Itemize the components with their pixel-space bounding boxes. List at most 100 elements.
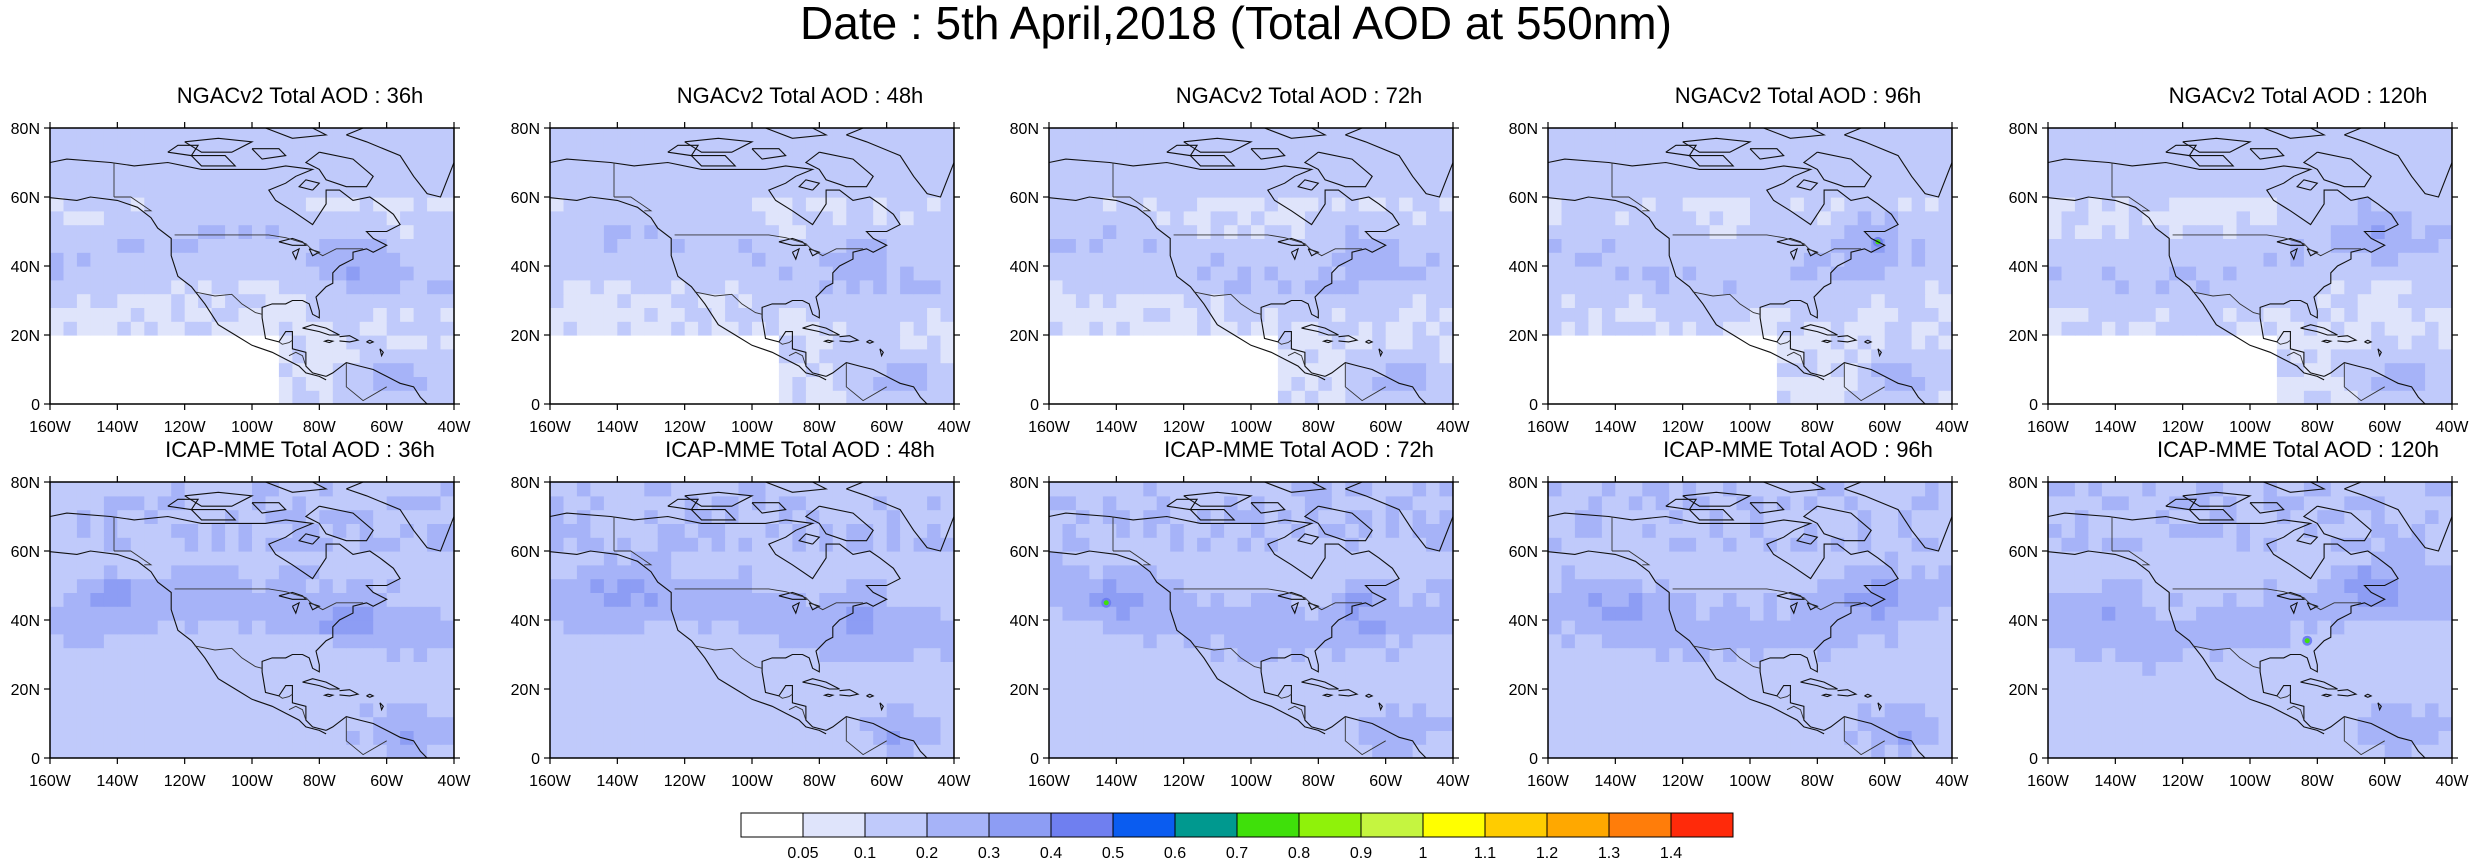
lat-tick-label: 20N <box>11 682 40 699</box>
colorbar-label: 0.05 <box>787 845 818 858</box>
lon-tick-label: 60W <box>2368 419 2402 436</box>
coastlines <box>2048 128 2452 404</box>
colorbar-label: 0.3 <box>978 845 1000 858</box>
lon-tick-label: 160W <box>2027 419 2070 436</box>
colorbar-swatch <box>1608 812 1672 838</box>
lat-tick-label: 20N <box>1010 328 1039 345</box>
map-panel: NGACv2 Total AOD : 72h 160W 140W 120W 100W 80… <box>1010 83 1549 437</box>
aod-field <box>1548 128 1952 404</box>
panel-title: ICAP-MME Total AOD : 48h <box>665 437 935 462</box>
lat-tick-label: 20N <box>1509 328 1538 345</box>
colorbar-swatch <box>1546 812 1610 838</box>
lon-tick-label: 80W <box>1801 419 1835 436</box>
lon-tick-label: 40W <box>438 419 472 436</box>
lon-tick-label: 140W <box>596 419 639 436</box>
lon-tick-label: 100W <box>731 773 774 790</box>
panel-title: NGACv2 Total AOD : 120h <box>2168 83 2428 108</box>
lon-tick-label: 120W <box>1662 773 1705 790</box>
lat-tick-label: 80N <box>1010 475 1039 492</box>
lon-tick-label: 80W <box>1801 773 1835 790</box>
map-panel: NGACv2 Total AOD : 96h 160W 140W 120W 100W 80… <box>1509 84 2048 437</box>
lat-tick-label: 40N <box>2009 259 2038 276</box>
lon-tick-label: 140W <box>2094 419 2137 436</box>
lon-tick-label: 60W <box>1369 773 1403 790</box>
panel-title: ICAP-MME Total AOD : 72h <box>1164 437 1434 462</box>
aod-field <box>1049 482 1453 758</box>
lon-tick-label: 160W <box>529 773 572 790</box>
colorbar-swatch <box>1360 812 1424 838</box>
colorbar-swatch <box>988 812 1052 838</box>
lon-tick-label: 80W <box>303 419 337 436</box>
coastlines <box>50 128 454 404</box>
lon-tick-label: 160W <box>529 419 572 436</box>
coastlines <box>1548 128 1952 404</box>
lon-tick-label: 100W <box>1230 419 1273 436</box>
panel-title: NGACv2 Total AOD : 48h <box>676 83 924 108</box>
figure-title: Date : 5th April,2018 (Total AOD at 550n… <box>800 0 1672 49</box>
lat-tick-label: 20N <box>2009 682 2038 699</box>
colorbar-swatch <box>864 812 928 838</box>
lon-tick-label: 100W <box>231 419 274 436</box>
lat-tick-label: 40N <box>2009 613 2038 630</box>
panel-title: NGACv2 Total AOD : 72h <box>1175 83 1423 108</box>
panel-title: ICAP-MME Total AOD : 96h <box>1663 437 1933 462</box>
lat-tick-label: 80N <box>511 475 540 492</box>
coastlines <box>1049 128 1453 404</box>
lat-tick-label: 20N <box>1010 682 1039 699</box>
aod-colorbar: 0.05 0.1 0.2 0.3 0.4 0.5 0.6 0.7 0.8 0.9 1 1.1 1.2 1.… <box>740 812 1734 858</box>
lon-tick-label: 100W <box>731 419 774 436</box>
colorbar-label: 0.7 <box>1226 845 1248 858</box>
lon-tick-label: 100W <box>2229 773 2272 790</box>
colorbar-swatch <box>1484 812 1548 838</box>
lat-tick-label: 0 <box>2029 751 2038 768</box>
lon-tick-label: 140W <box>1594 773 1637 790</box>
lon-tick-label: 60W <box>1369 419 1403 436</box>
aod-map: 160W 140W 120W 100W 80W 60W 40W 0 20N 40N 60N 80N <box>11 121 472 436</box>
lon-tick-label: 40W <box>2436 419 2470 436</box>
colorbar-swatch <box>802 812 866 838</box>
colorbar-label: 1.4 <box>1660 845 1682 858</box>
lat-tick-label: 80N <box>11 121 40 138</box>
aod-map: 160W 140W 120W 100W 80W 60W 40W 0 20N 40N 60N 80N <box>1010 121 1471 436</box>
map-panel: ICAP-MME Total AOD : 48h 160W 140W 120W 100W… <box>511 437 1050 791</box>
lon-tick-label: 140W <box>1095 419 1138 436</box>
colorbar-label: 0.1 <box>854 845 876 858</box>
lon-tick-label: 80W <box>803 773 837 790</box>
lon-tick-label: 120W <box>164 419 207 436</box>
lat-tick-label: 60N <box>511 544 540 561</box>
aod-map: 160W 140W 120W 100W 80W 60W 40W 0 20N 40N 60N 80N <box>1509 121 1970 436</box>
colorbar-label: 0.8 <box>1288 845 1310 858</box>
lat-tick-label: 0 <box>531 751 540 768</box>
lat-tick-label: 40N <box>1509 613 1538 630</box>
lon-tick-label: 40W <box>1437 419 1471 436</box>
lon-tick-label: 120W <box>164 773 207 790</box>
lat-tick-label: 60N <box>511 190 540 207</box>
lon-tick-label: 120W <box>1163 419 1206 436</box>
lat-tick-label: 60N <box>1010 190 1039 207</box>
lon-tick-label: 100W <box>231 773 274 790</box>
aod-field <box>1548 482 1952 758</box>
lon-tick-label: 80W <box>2301 419 2335 436</box>
lat-tick-label: 20N <box>511 682 540 699</box>
colorbar-label: 1.2 <box>1536 845 1558 858</box>
lon-tick-label: 40W <box>1936 773 1970 790</box>
lat-tick-label: 0 <box>531 397 540 414</box>
colorbar-label: 0.9 <box>1350 845 1372 858</box>
lat-tick-label: 60N <box>1509 544 1538 561</box>
lon-tick-label: 160W <box>1527 773 1570 790</box>
lon-tick-label: 120W <box>664 773 707 790</box>
panel-title: NGACv2 Total AOD : 36h <box>176 83 424 108</box>
lon-tick-label: 80W <box>1302 773 1336 790</box>
lon-tick-label: 120W <box>664 419 707 436</box>
lon-tick-label: 40W <box>938 773 972 790</box>
lon-tick-label: 140W <box>2094 773 2137 790</box>
lat-tick-label: 40N <box>1010 613 1039 630</box>
aod-field <box>50 482 454 758</box>
panel-title: ICAP-MME Total AOD : 36h <box>165 437 435 462</box>
lat-tick-label: 40N <box>11 259 40 276</box>
lon-tick-label: 120W <box>1163 773 1206 790</box>
lon-tick-label: 40W <box>2436 773 2470 790</box>
colorbar-label: 1.3 <box>1598 845 1620 858</box>
colorbar-swatch <box>1422 812 1486 838</box>
aod-field <box>2048 128 2452 404</box>
